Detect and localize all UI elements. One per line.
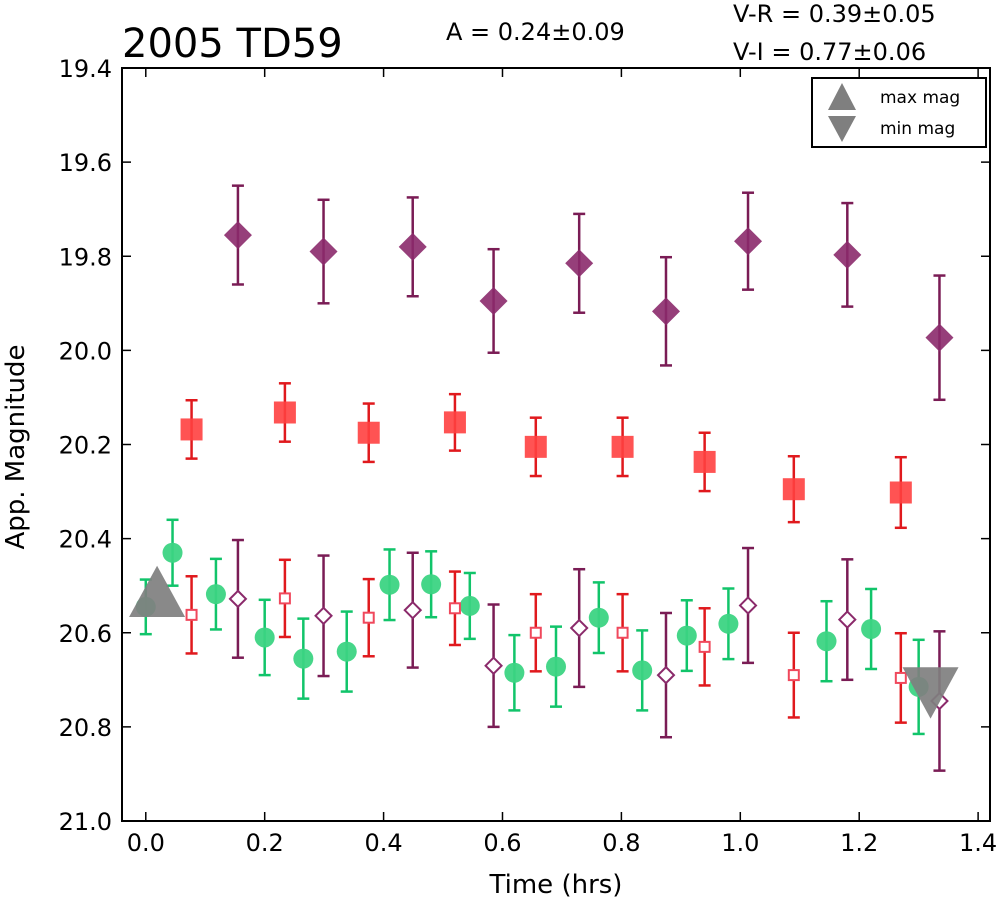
x-tick-label: 0.8 (602, 829, 640, 857)
data-point-square (278, 592, 291, 605)
data-point-square (889, 481, 912, 504)
x-axis-label: Time (hrs) (489, 870, 623, 900)
data-point-circle (205, 584, 226, 605)
legend-min-mag-label: min mag (880, 119, 955, 139)
data-point-square (693, 450, 716, 473)
data-point-square (611, 435, 634, 458)
data-point-square (529, 626, 542, 639)
data-point-square (698, 640, 711, 653)
x-tick-label: 0.2 (246, 829, 284, 857)
y-tick-label: 19.4 (59, 55, 112, 83)
data-point-circle (588, 607, 609, 628)
data-point-diamond (837, 610, 857, 629)
data-point-circle (546, 656, 566, 677)
x-tick-label: 0.0 (127, 829, 165, 857)
data-point-square (894, 671, 907, 684)
data-point-square (524, 435, 547, 458)
legend-min-mag-marker-icon (828, 116, 856, 142)
series-0 (223, 184, 954, 402)
series-1 (180, 382, 912, 530)
data-point-square (273, 401, 296, 424)
data-point-diamond (479, 286, 508, 315)
plot-frame (121, 67, 991, 822)
data-point-circle (293, 648, 314, 669)
data-point-circle (676, 625, 697, 646)
x-tick-label: 1.4 (959, 829, 997, 857)
data-point-circle (504, 662, 525, 683)
data-point-circle (718, 613, 739, 634)
data-point-square (616, 626, 629, 639)
y-tick-label: 20.2 (59, 432, 112, 460)
data-point-diamond (228, 589, 248, 609)
legend-max-mag-marker-icon (828, 83, 856, 110)
chart-title: 2005 TD59 (122, 21, 343, 67)
series-3 (185, 558, 907, 724)
x-tick-label: 0.6 (483, 829, 521, 857)
data-point-diamond (738, 596, 758, 615)
data-point-circle (421, 574, 442, 595)
data-point-square (362, 611, 375, 624)
axes: 0.0 0.2 0.4 0.6 0.8 1.0 1.2 1.4 19.4 19.6 19.8 20.0… (59, 55, 998, 857)
data-point-square (448, 602, 461, 615)
min-mag-marker (902, 667, 959, 719)
x-tick-label: 1.0 (721, 829, 759, 857)
data-point-circle (336, 641, 357, 662)
y-tick-label: 19.6 (59, 149, 112, 177)
x-tick-label: 0.4 (365, 829, 403, 857)
y-tick-label: 21.0 (59, 808, 112, 836)
data-point-diamond (833, 240, 862, 269)
data-point-diamond (734, 227, 763, 256)
x-tick-label: 1.2 (840, 829, 878, 857)
data-point-diamond (398, 232, 427, 261)
data-point-circle (632, 660, 653, 681)
data-point-diamond (403, 600, 423, 620)
y-tick-label: 20.4 (59, 526, 112, 554)
data-point-square (787, 669, 800, 682)
y-tick-label: 20.6 (59, 620, 112, 648)
data-point-circle (459, 595, 480, 616)
amplitude-annotation: A = 0.24±0.09 (446, 18, 625, 46)
data-point-circle (861, 618, 882, 639)
data-point-circle (379, 574, 400, 595)
data-point-circle (816, 631, 837, 652)
data-point-diamond (656, 665, 676, 685)
y-tick-label: 19.8 (59, 243, 112, 271)
max-mag-marker (129, 565, 186, 618)
data-point-square (782, 478, 805, 501)
data-point-diamond (309, 237, 338, 266)
y-tick-label: 20.8 (59, 714, 112, 742)
data-point-square (443, 411, 466, 434)
data-point-diamond (484, 656, 503, 676)
data-point-square (180, 418, 203, 441)
data-point-diamond (925, 323, 954, 352)
vi-color-annotation: V-I = 0.77±0.06 (733, 38, 926, 66)
legend-max-mag-label: max mag (880, 88, 960, 108)
data-point-square (185, 608, 198, 621)
data-point-diamond (314, 606, 333, 626)
data-point-square (357, 421, 380, 444)
data-point-circle (162, 542, 183, 563)
legend: max mag min mag (811, 77, 987, 148)
plot-area (129, 184, 959, 772)
data-point-diamond (651, 297, 680, 326)
data-point-diamond (565, 249, 594, 278)
y-tick-label: 20.0 (59, 337, 112, 365)
vr-color-annotation: V-R = 0.39±0.05 (733, 0, 936, 28)
data-point-circle (254, 627, 275, 648)
data-point-diamond (223, 221, 252, 250)
data-point-diamond (569, 618, 589, 638)
y-axis-label: App. Magnitude (1, 344, 31, 549)
